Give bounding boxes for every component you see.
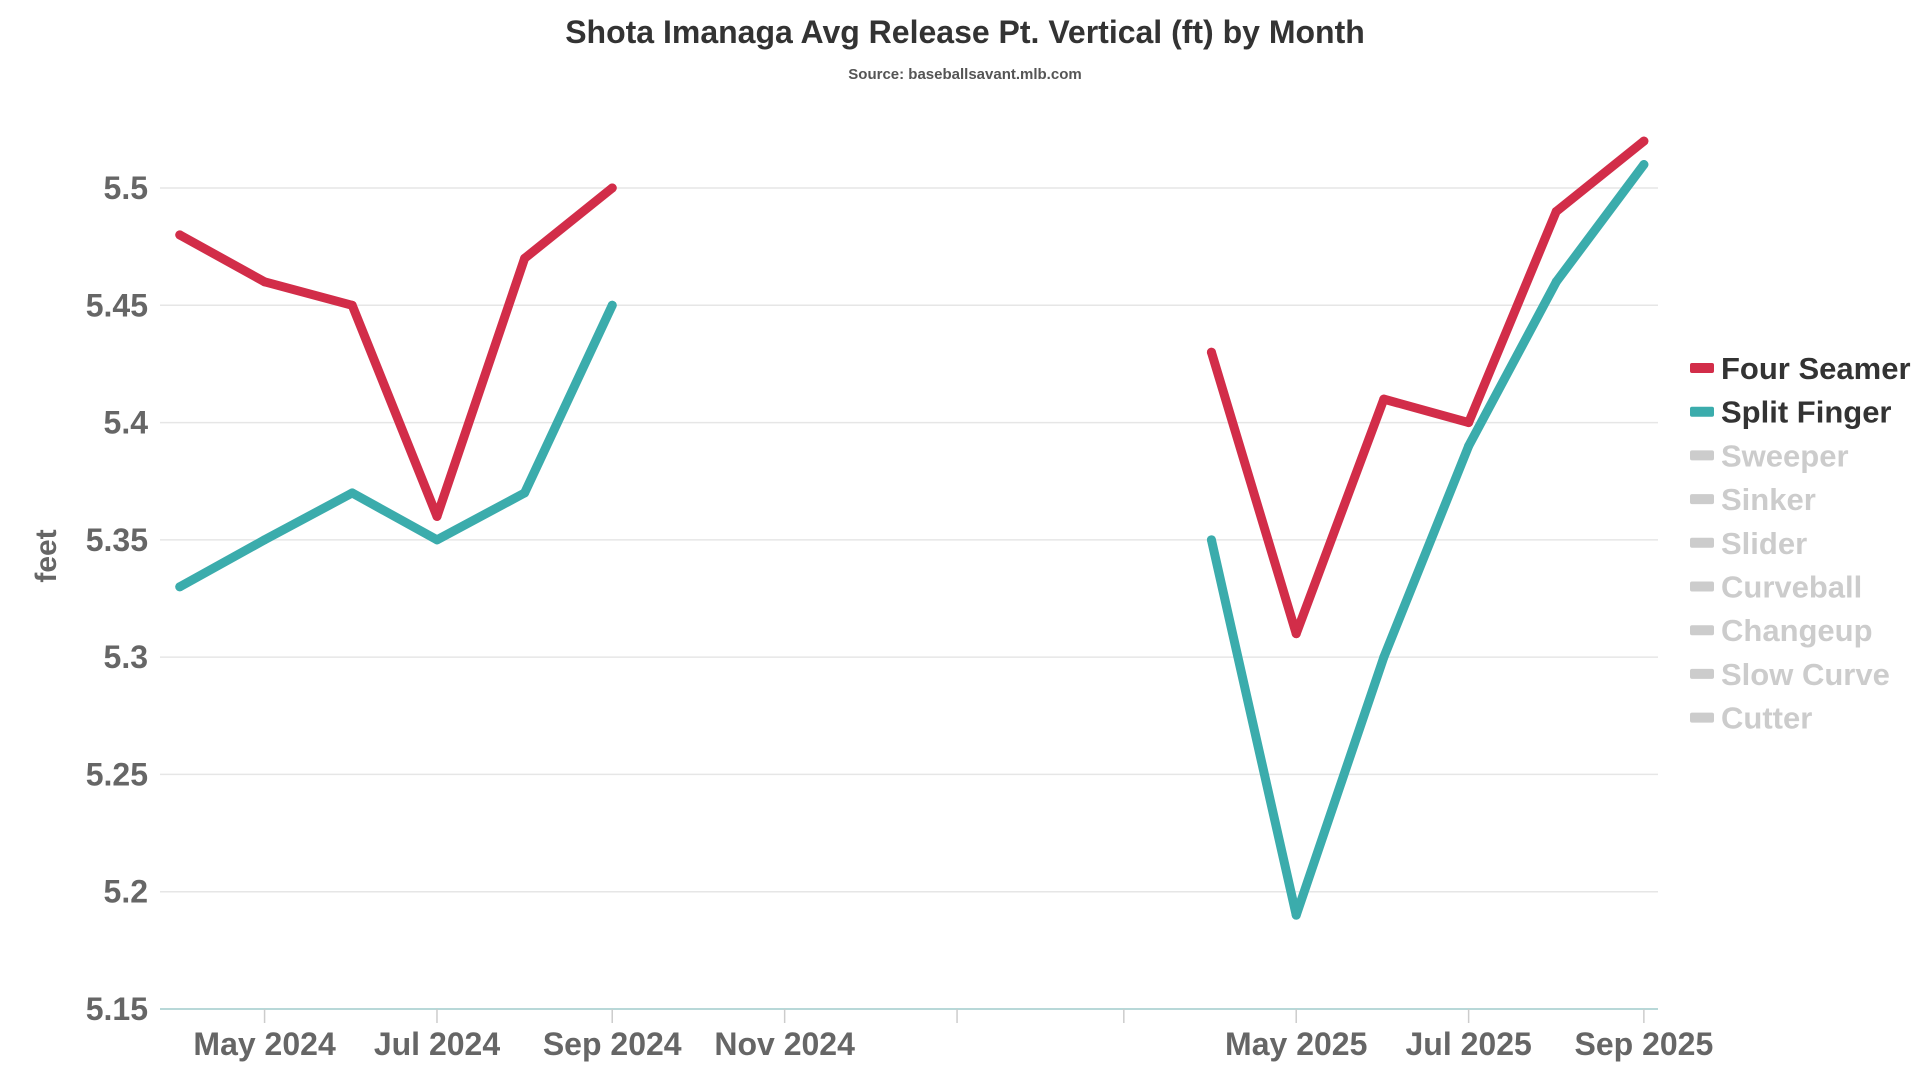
legend-label: Split Finger	[1721, 395, 1892, 430]
legend-label: Sinker	[1721, 482, 1816, 517]
x-tick-label: May 2025	[1225, 1026, 1367, 1062]
data-point	[1551, 277, 1561, 287]
legend-label: Four Seamer	[1721, 351, 1911, 386]
legend-item-sinker[interactable]: Sinker	[1690, 482, 1816, 517]
data-point	[607, 183, 617, 193]
data-point	[432, 511, 442, 521]
x-tick-label: Nov 2024	[714, 1026, 855, 1062]
data-point	[607, 300, 617, 310]
data-point	[260, 535, 270, 545]
series-line-four-seamer	[175, 183, 617, 521]
y-tick-label: 5.35	[86, 522, 148, 558]
legend-swatch	[1690, 406, 1714, 417]
data-point	[432, 535, 442, 545]
data-point	[1639, 136, 1649, 146]
series-line-four-seamer	[1206, 136, 1649, 639]
x-tick-label: Jul 2024	[374, 1026, 501, 1062]
data-point	[520, 253, 530, 263]
legend-label: Slider	[1721, 526, 1807, 561]
x-tick-label: May 2024	[193, 1026, 336, 1062]
legend-swatch	[1690, 581, 1714, 592]
legend-swatch	[1690, 625, 1714, 636]
data-point	[175, 582, 185, 592]
y-tick-label: 5.15	[86, 991, 148, 1027]
legend-label: Changeup	[1721, 613, 1873, 648]
data-point	[175, 230, 185, 240]
legend-swatch	[1690, 450, 1714, 461]
legend-item-changeup[interactable]: Changeup	[1690, 613, 1873, 648]
legend-item-sweeper[interactable]: Sweeper	[1690, 438, 1849, 473]
data-point	[1206, 347, 1216, 357]
series-line-split-finger	[175, 300, 617, 592]
data-point	[1379, 394, 1389, 404]
y-tick-label: 5.3	[104, 639, 148, 675]
legend-swatch	[1690, 668, 1714, 679]
legend-label: Sweeper	[1721, 438, 1849, 473]
data-point	[1291, 910, 1301, 920]
y-axis-label: feet	[30, 529, 63, 582]
chart-title: Shota Imanaga Avg Release Pt. Vertical (…	[565, 14, 1365, 50]
legend-swatch	[1690, 363, 1714, 373]
x-tick-label: Sep 2025	[1574, 1026, 1713, 1062]
data-point	[1379, 652, 1389, 662]
data-point	[260, 277, 270, 287]
y-tick-label: 5.2	[104, 874, 148, 910]
legend-item-four-seamer[interactable]: Four Seamer	[1690, 351, 1911, 386]
data-point	[1464, 441, 1474, 451]
data-point	[1464, 418, 1474, 428]
legend-label: Slow Curve	[1721, 657, 1890, 692]
data-point	[1291, 629, 1301, 639]
legend-item-split-finger[interactable]: Split Finger	[1690, 395, 1892, 430]
data-point	[1639, 160, 1649, 170]
data-point	[347, 488, 357, 498]
data-point	[347, 300, 357, 310]
y-tick-label: 5.25	[86, 756, 148, 792]
data-point	[1551, 206, 1561, 216]
y-tick-label: 5.4	[104, 405, 149, 441]
legend-swatch	[1690, 537, 1714, 548]
legend-label: Cutter	[1721, 701, 1812, 736]
legend-swatch	[1690, 494, 1714, 505]
legend-item-slow-curve[interactable]: Slow Curve	[1690, 657, 1890, 692]
data-point	[1206, 535, 1216, 545]
y-tick-label: 5.5	[104, 170, 148, 206]
series-line-split-finger	[1206, 160, 1649, 920]
legend-item-cutter[interactable]: Cutter	[1690, 701, 1812, 736]
legend-swatch	[1690, 712, 1714, 723]
y-tick-label: 5.45	[86, 287, 148, 323]
legend-label: Curveball	[1721, 570, 1862, 605]
x-tick-label: Jul 2025	[1405, 1026, 1531, 1062]
x-tick-label: Sep 2024	[543, 1026, 682, 1062]
legend-item-curveball[interactable]: Curveball	[1690, 570, 1862, 605]
legend-item-slider[interactable]: Slider	[1690, 526, 1807, 561]
data-point	[520, 488, 530, 498]
chart-subtitle: Source: baseballsavant.mlb.com	[848, 66, 1081, 83]
